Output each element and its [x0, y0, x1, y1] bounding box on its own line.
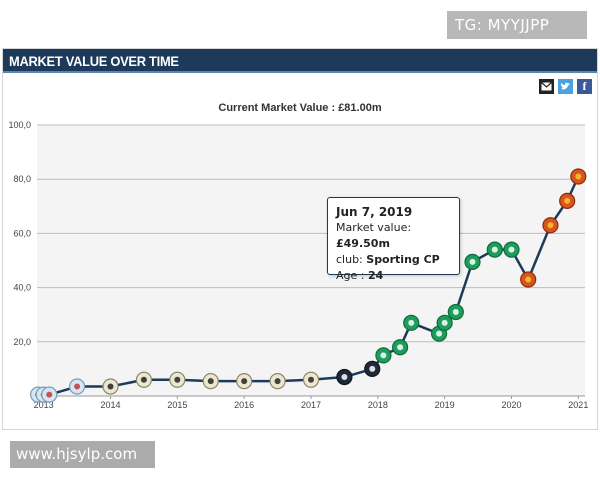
data-point-marker — [570, 168, 587, 185]
data-point-marker — [102, 378, 119, 395]
envelope-icon[interactable] — [539, 79, 554, 94]
facebook-icon[interactable]: f — [577, 79, 592, 94]
chart-title: Current Market Value : £81.00m — [218, 102, 382, 114]
data-point-marker — [302, 371, 320, 388]
x-tick-label: 2017 — [301, 400, 321, 410]
tooltip-value-label: Market value: — [336, 221, 412, 234]
data-point-marker — [169, 371, 186, 388]
y-tick-label: 80,0 — [13, 174, 31, 184]
plot-area — [37, 125, 585, 396]
data-point-marker — [336, 368, 353, 386]
data-point-marker — [464, 253, 481, 270]
twitter-icon[interactable] — [558, 79, 573, 94]
x-tick-label: 2019 — [435, 400, 455, 410]
x-tick-label: 2018 — [368, 400, 388, 410]
tooltip-club: Sporting CP — [366, 253, 440, 266]
tooltip-club-label: club: — [336, 253, 363, 266]
data-point-marker — [202, 372, 219, 390]
data-point-marker — [236, 372, 253, 390]
x-tick-label: 2014 — [100, 400, 120, 410]
x-tick-label: 2013 — [34, 400, 54, 410]
panel-title: MARKET VALUE OVER TIME — [9, 53, 179, 69]
data-point-marker — [559, 192, 576, 209]
data-point-marker — [503, 241, 520, 258]
tooltip-value: £49.50m — [336, 237, 390, 250]
data-point-marker — [486, 241, 503, 258]
data-point-marker — [520, 271, 537, 288]
watermark-bottom: www.hjsylp.com — [10, 441, 155, 468]
data-point-marker — [403, 314, 420, 331]
x-tick-label: 2020 — [501, 400, 521, 410]
data-point-marker — [436, 314, 453, 331]
y-tick-label: 40,0 — [13, 283, 31, 293]
data-point-marker — [542, 217, 559, 234]
data-point-marker — [447, 303, 464, 321]
data-point-marker — [135, 371, 153, 388]
y-tick-label: 60,0 — [13, 228, 31, 238]
tooltip-age: 24 — [367, 269, 384, 282]
data-point-marker — [364, 360, 381, 377]
data-point-marker — [392, 339, 409, 356]
data-point-marker — [269, 372, 286, 390]
x-tick-label: 2021 — [568, 400, 588, 410]
data-point-marker — [375, 347, 392, 364]
data-tooltip: Jun 7, 2019 Market value: £49.50m club: … — [327, 197, 460, 282]
y-tick-label: 100,0 — [8, 120, 31, 130]
data-point-marker — [41, 386, 58, 403]
watermark-top: TG: MYYJJPP — [447, 11, 587, 39]
tooltip-age-label: Age : — [336, 269, 365, 282]
panel-header: MARKET VALUE OVER TIME — [3, 49, 597, 73]
tooltip-date: Jun 7, 2019 — [336, 205, 413, 219]
x-tick-label: 2015 — [167, 400, 187, 410]
x-tick-label: 2016 — [234, 400, 254, 410]
y-tick-label: 20,0 — [13, 337, 31, 347]
data-point-marker — [68, 378, 86, 395]
